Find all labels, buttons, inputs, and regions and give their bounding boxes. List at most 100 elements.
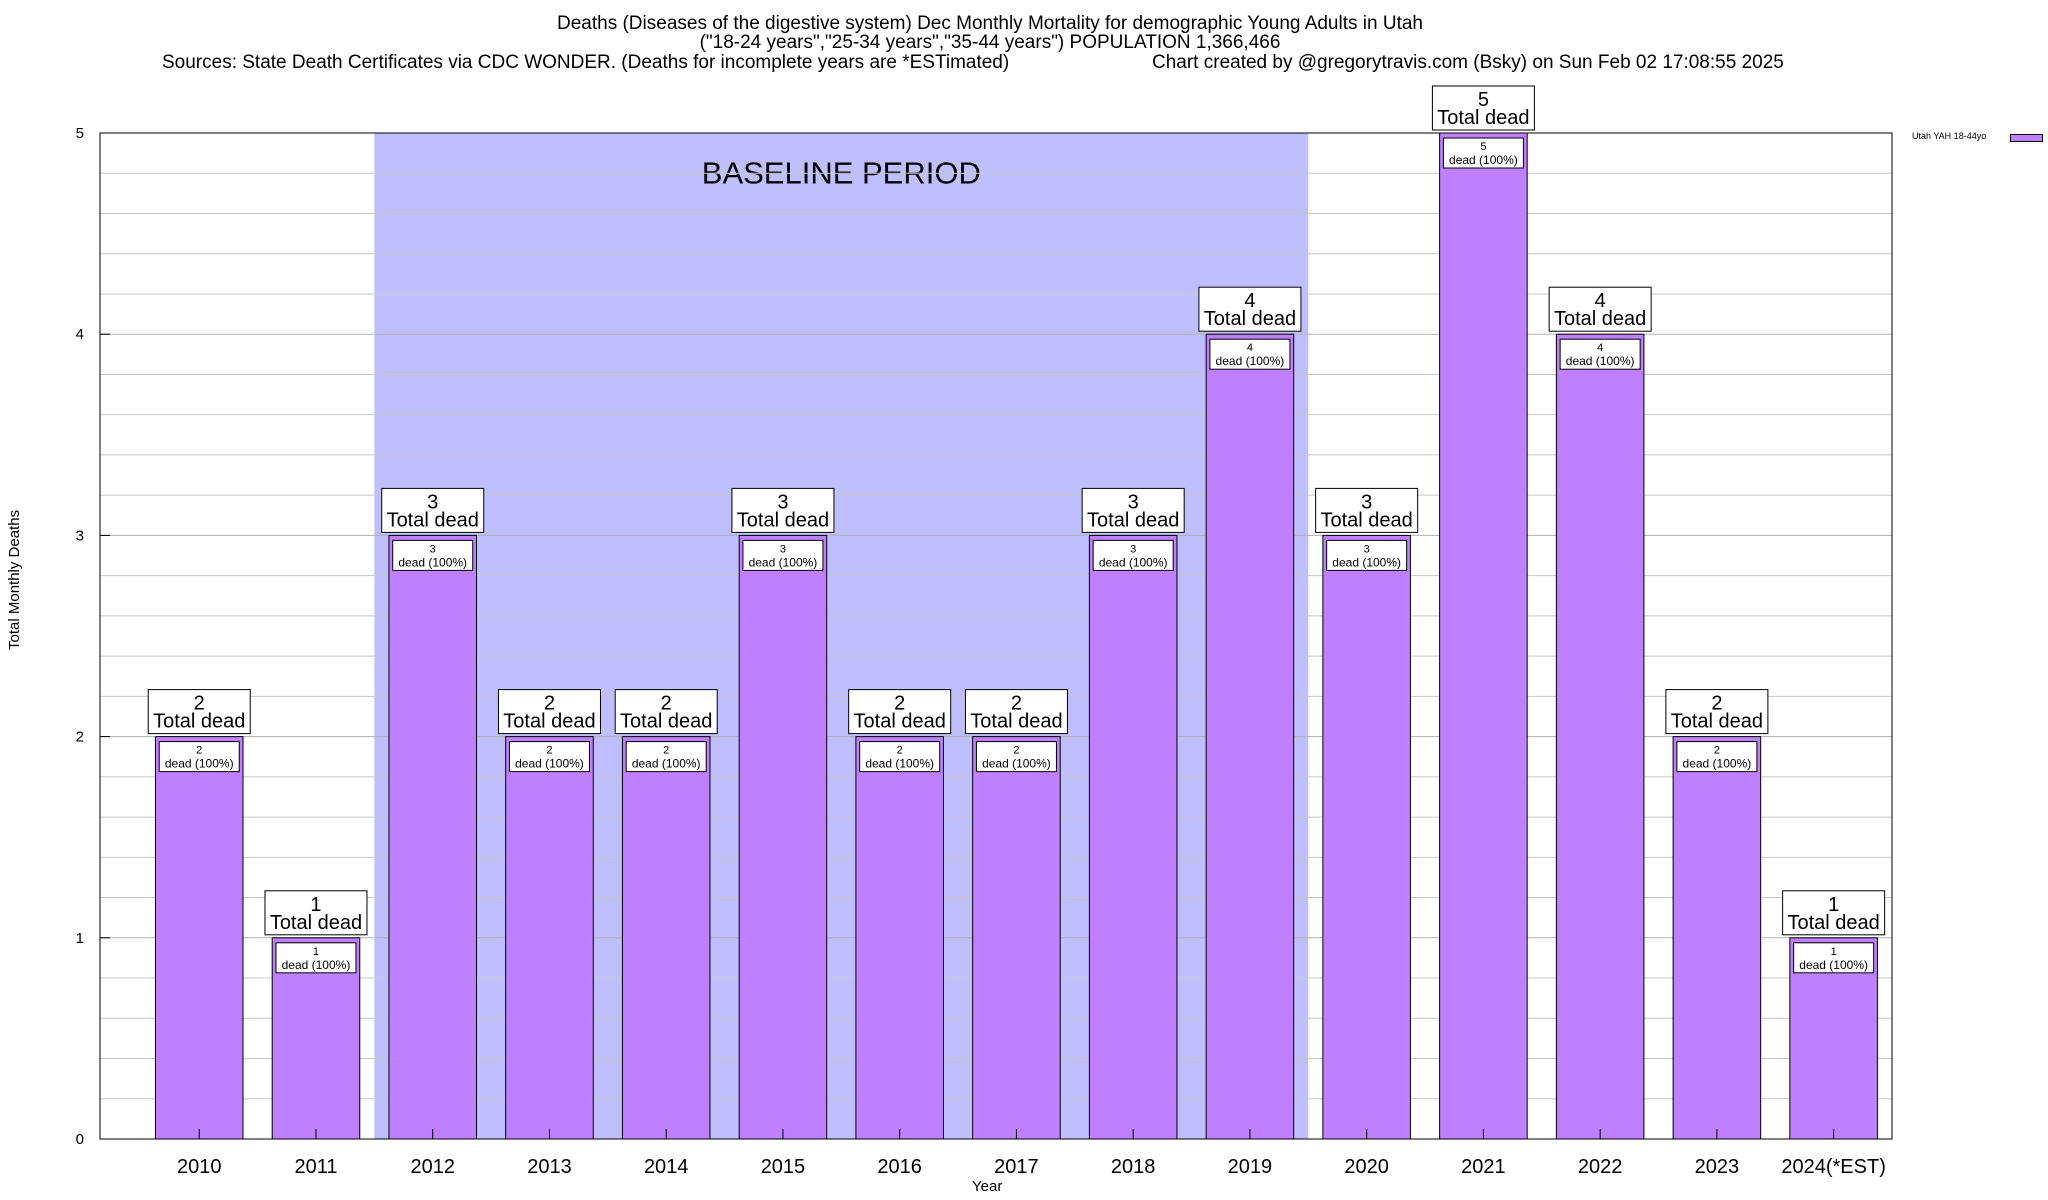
inner-label-text: dead (100%) <box>1332 555 1401 569</box>
total-label-count: 4 <box>1595 290 1606 312</box>
total-label-box <box>1198 286 1302 332</box>
inner-label-count: 2 <box>546 745 552 757</box>
inner-label-box <box>508 741 590 773</box>
total-label-count: 3 <box>777 491 788 513</box>
x-tick-label: 2010 <box>177 1156 222 1178</box>
bar <box>1672 736 1762 1140</box>
inner-label-box <box>742 539 824 571</box>
total-label-count: 1 <box>1828 894 1839 916</box>
x-tick-label: 2022 <box>1578 1156 1623 1178</box>
plot-border <box>99 132 1893 1140</box>
legend-swatch <box>2010 134 2043 142</box>
inner-label-box <box>275 942 357 974</box>
total-label-box <box>614 689 718 735</box>
total-label-box <box>1431 85 1535 131</box>
inner-label-text: dead (100%) <box>1216 354 1285 368</box>
inner-label-box <box>1326 539 1408 571</box>
y-tick-label: 2 <box>76 729 84 746</box>
total-label-count: 2 <box>894 693 905 715</box>
bar <box>1555 333 1645 1140</box>
inner-label-count: 4 <box>1247 342 1253 354</box>
inner-label-count: 2 <box>1013 745 1019 757</box>
bar <box>972 736 1061 1140</box>
inner-label-count: 4 <box>1597 342 1603 354</box>
total-label-count: 3 <box>1361 491 1372 513</box>
total-label-count: 3 <box>1128 491 1139 513</box>
y-axis-label: Total Monthly Deaths <box>6 509 23 650</box>
bar <box>154 736 244 1140</box>
total-label-text: Total dead <box>1787 912 1879 934</box>
inner-label-count: 2 <box>897 745 903 757</box>
bar <box>1088 534 1178 1140</box>
inner-label-text: dead (100%) <box>1566 354 1635 368</box>
x-tick-label: 2016 <box>877 1156 922 1178</box>
x-tick-label: 2020 <box>1344 1156 1389 1178</box>
y-tick-label: 1 <box>76 930 84 947</box>
total-label-text: Total dead <box>1554 308 1646 330</box>
total-label-box <box>1665 689 1769 735</box>
inner-label-text: dead (100%) <box>282 958 351 972</box>
bar <box>1439 132 1528 1140</box>
chart-sources: Sources: State Death Certificates via CD… <box>162 52 1010 73</box>
y-tick-label: 0 <box>76 1131 84 1148</box>
inner-label-text: dead (100%) <box>398 555 467 569</box>
inner-label-box <box>1676 741 1758 773</box>
total-label-text: Total dead <box>503 711 595 733</box>
total-label-count: 2 <box>1011 693 1022 715</box>
total-label-text: Total dead <box>153 711 245 733</box>
total-label-text: Total dead <box>620 711 712 733</box>
total-label-text: Total dead <box>270 912 362 934</box>
inner-label-count: 3 <box>780 543 786 555</box>
chart-credit: Chart created by @gregorytravis.com (Bsk… <box>1152 52 1784 73</box>
bar <box>738 534 828 1140</box>
x-tick-label: 2019 <box>1228 1156 1273 1178</box>
total-label-box <box>264 890 368 936</box>
total-label-count: 4 <box>1244 290 1255 312</box>
y-tick-label: 5 <box>76 125 84 142</box>
inner-label-box <box>975 741 1057 773</box>
inner-label-text: dead (100%) <box>1449 153 1518 167</box>
total-label-text: Total dead <box>737 509 829 531</box>
inner-label-text: dead (100%) <box>982 757 1051 771</box>
x-tick-label: 2013 <box>527 1156 572 1178</box>
chart-title-line-1: Deaths (Diseases of the digestive system… <box>557 13 1423 34</box>
inner-label-box <box>1559 338 1641 370</box>
total-label-box <box>147 689 251 735</box>
x-tick-label: 2017 <box>994 1156 1039 1178</box>
x-tick-label: 2023 <box>1695 1156 1740 1178</box>
inner-label-count: 1 <box>1831 946 1837 958</box>
total-label-text: Total dead <box>1087 509 1179 531</box>
inner-label-count: 3 <box>430 543 436 555</box>
x-tick-label: 2021 <box>1461 1156 1506 1178</box>
inner-label-count: 1 <box>313 946 319 958</box>
inner-label-text: dead (100%) <box>749 555 818 569</box>
x-tick-label: 2018 <box>1111 1156 1156 1178</box>
total-label-box <box>1782 890 1886 936</box>
inner-label-count: 2 <box>196 745 202 757</box>
total-label-count: 1 <box>310 894 321 916</box>
x-tick-label: 2015 <box>761 1156 806 1178</box>
total-label-box <box>964 689 1068 735</box>
x-tick-label: 2024(*EST) <box>1781 1156 1886 1178</box>
x-tick-label: 2011 <box>294 1156 337 1178</box>
inner-label-text: dead (100%) <box>1799 958 1868 972</box>
total-label-text: Total dead <box>387 509 479 531</box>
x-axis-label: Year <box>972 1178 1003 1195</box>
inner-label-count: 2 <box>663 745 669 757</box>
bar <box>1205 333 1295 1140</box>
inner-label-text: dead (100%) <box>1099 555 1168 569</box>
inner-label-text: dead (100%) <box>632 757 701 771</box>
bar <box>505 736 594 1140</box>
inner-label-box <box>392 539 474 571</box>
legend-label: Utah YAH 18-44yo <box>1912 131 1987 141</box>
total-label-count: 2 <box>194 693 205 715</box>
bar <box>1322 534 1411 1140</box>
total-label-box <box>848 689 952 735</box>
inner-label-count: 3 <box>1364 543 1370 555</box>
bar <box>388 534 477 1140</box>
inner-label-text: dead (100%) <box>1683 757 1752 771</box>
total-label-text: Total dead <box>970 711 1062 733</box>
inner-label-text: dead (100%) <box>865 757 934 771</box>
x-tick-label: 2012 <box>410 1156 455 1178</box>
total-label-box <box>1081 487 1185 533</box>
